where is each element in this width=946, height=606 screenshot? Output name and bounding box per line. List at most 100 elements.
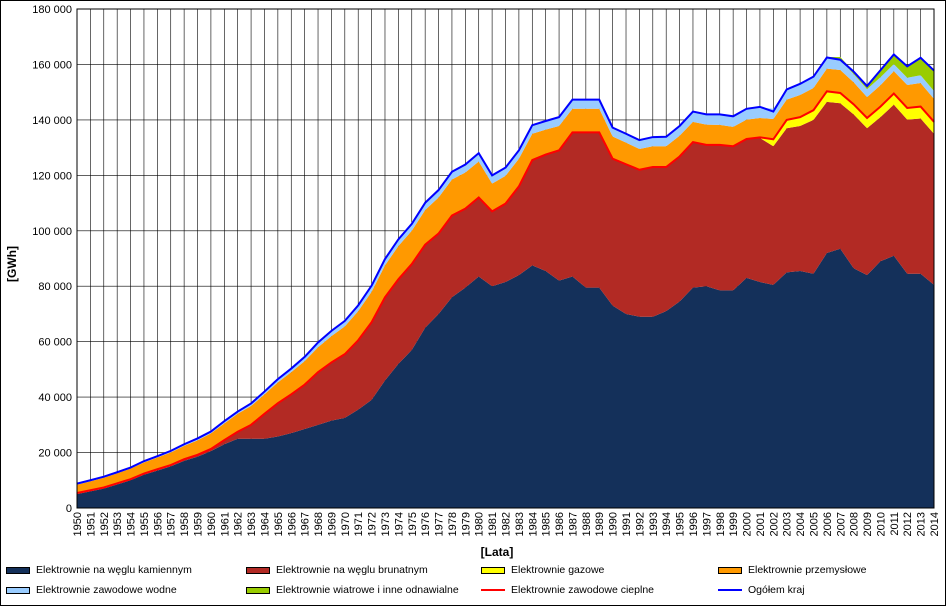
x-tick-label: 1962 (233, 512, 245, 536)
x-tick-label: 1982 (501, 512, 513, 536)
plot-border (76, 8, 935, 509)
axes: 0 20 000 40 000 60 000 80 000 100 000 120 000 1… (32, 4, 941, 536)
line-ogółem-kraj (76, 53, 935, 485)
x-tick-label: 1998 (715, 512, 727, 536)
legend-item: Elektrownie na węglu kamiennym (6, 564, 192, 576)
x-tick-label: 1975 (407, 512, 419, 536)
x-tick-label: 2006 (822, 512, 834, 536)
x-tick-label: 2013 (916, 512, 928, 536)
x-tick-label: 1976 (420, 512, 432, 536)
x-tick-label: 1957 (166, 512, 178, 536)
x-tick-label: 1960 (206, 512, 218, 536)
x-tick-label: 1979 (460, 512, 472, 536)
x-tick-label: 1952 (99, 512, 111, 536)
legend-item: Elektrownie na węglu brunatnym (246, 564, 428, 576)
area-elektrownie-na-węglu-kamiennym (77, 248, 934, 509)
x-tick-label: 1985 (541, 512, 553, 536)
y-tick-label: 80 000 (38, 281, 72, 293)
x-tick-label: 1959 (193, 512, 205, 536)
x-tick-label: 1989 (594, 512, 606, 536)
x-tick-label: 1977 (434, 512, 446, 536)
x-tick-label: 1950 (72, 512, 84, 536)
x-tick-label: 1963 (246, 512, 258, 536)
x-tick-label: 1984 (527, 512, 539, 536)
legend-label: Elektrownie wiatrowe i inne odnawialne (276, 584, 459, 596)
x-axis-label: [Lata] (481, 545, 514, 559)
line-elektrownie-zawodowe-cieplne (76, 90, 935, 495)
y-axis-label: [GWh] (5, 246, 19, 282)
legend-label: Elektrownie gazowe (511, 564, 605, 576)
x-tick-label: 2002 (768, 512, 780, 536)
x-tick-label: 1966 (286, 512, 298, 536)
x-tick-label: 1956 (152, 512, 164, 536)
legend-item: Ogółem kraj (718, 584, 805, 596)
x-tick-label: 1980 (474, 512, 486, 536)
legend-swatch (6, 566, 30, 574)
x-tick-label: 2000 (742, 512, 754, 536)
x-tick-label: 1955 (139, 512, 151, 536)
x-tick-label: 1967 (300, 512, 312, 536)
legend-swatch (481, 566, 505, 574)
legend-label: Ogółem kraj (748, 584, 805, 596)
area-elektrownie-na-węglu-brunatnym (77, 101, 934, 495)
x-tick-label: 1983 (514, 512, 526, 536)
legend-swatch (718, 589, 742, 591)
x-tick-label: 1969 (326, 512, 338, 536)
x-tick-label: 1951 (85, 512, 97, 536)
legend-swatch (718, 566, 742, 574)
legend-item: Elektrownie zawodowe cieplne (481, 584, 654, 596)
x-tick-label: 1988 (581, 512, 593, 536)
area-elektrownie-przemysłowe (77, 68, 934, 494)
x-tick-label: 1973 (380, 512, 392, 536)
legend-label: Elektrownie zawodowe cieplne (511, 584, 654, 596)
y-tick-label: 0 (66, 503, 72, 515)
y-tick-label: 160 000 (32, 59, 72, 71)
x-tick-label: 1953 (112, 512, 124, 536)
legend-item: Elektrownie gazowe (481, 564, 604, 576)
legend-item: Elektrownie zawodowe wodne (6, 584, 177, 596)
legend-label: Elektrownie na węglu kamiennym (36, 564, 192, 576)
y-tick-label: 120 000 (32, 170, 72, 182)
legend-item: Elektrownie wiatrowe i inne odnawialne (246, 584, 459, 596)
x-tick-label: 1997 (701, 512, 713, 536)
stacked-areas (77, 54, 934, 509)
y-tick-label: 40 000 (38, 392, 72, 404)
y-tick-label: 140 000 (32, 115, 72, 127)
y-tick-label: 20 000 (38, 448, 72, 460)
x-tick-label: 1954 (126, 512, 138, 536)
y-tick-label: 180 000 (32, 4, 72, 16)
x-tick-label: 1995 (675, 512, 687, 536)
x-tick-label: 1970 (340, 512, 352, 536)
x-tick-label: 2005 (808, 512, 820, 536)
x-tick-label: 2009 (862, 512, 874, 536)
y-tick-label: 100 000 (32, 226, 72, 238)
legend-item: Elektrownie przemysłowe (718, 564, 866, 576)
x-tick-label: 2007 (835, 512, 847, 536)
legend-label: Elektrownie na węglu brunatnym (276, 564, 428, 576)
x-tick-label: 1971 (353, 512, 365, 536)
y-tick-label: 60 000 (38, 337, 72, 349)
x-tick-label: 1968 (313, 512, 325, 536)
x-tick-label: 1996 (688, 512, 700, 536)
x-tick-label: 2003 (782, 512, 794, 536)
x-tick-label: 1981 (487, 512, 499, 536)
legend-swatch (6, 586, 30, 594)
x-tick-label: 1958 (179, 512, 191, 536)
legend-swatch (246, 566, 270, 574)
x-tick-label: 1992 (634, 512, 646, 536)
x-tick-label: 2008 (849, 512, 861, 536)
legend-label: Elektrownie zawodowe wodne (36, 584, 177, 596)
legend-swatch (481, 589, 505, 591)
x-tick-label: 2011 (889, 512, 901, 536)
x-tick-label: 1986 (554, 512, 566, 536)
x-tick-label: 1978 (447, 512, 459, 536)
x-tick-label: 1987 (567, 512, 579, 536)
x-tick-label: 2012 (902, 512, 914, 536)
legend-swatch (246, 586, 270, 594)
x-tick-label: 1991 (621, 512, 633, 536)
x-tick-label: 1974 (393, 512, 405, 536)
x-tick-label: 1972 (367, 512, 379, 536)
legend: Elektrownie na węglu kamiennym Elektrowni… (6, 564, 936, 604)
legend-label: Elektrownie przemysłowe (748, 564, 867, 576)
